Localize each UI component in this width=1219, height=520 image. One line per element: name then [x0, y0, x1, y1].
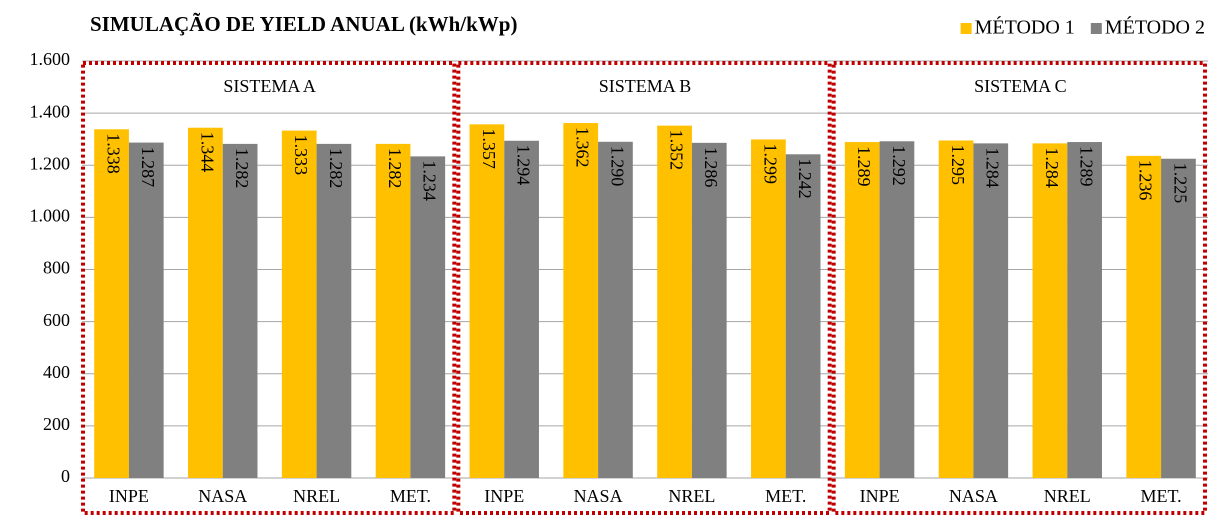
bar: [316, 143, 352, 478]
x-tick-label: INPE: [860, 486, 900, 506]
value-label: 1.286: [701, 147, 721, 188]
y-tick-label: 800: [43, 258, 70, 278]
bar: [879, 141, 915, 478]
group-box: [456, 61, 832, 515]
y-tick-label: 1.400: [30, 101, 71, 121]
bar: [598, 141, 633, 478]
bar: [1161, 158, 1196, 478]
legend-label: MÉTODO 2: [1105, 16, 1205, 39]
bar: [188, 127, 223, 478]
bar: [751, 139, 786, 478]
y-tick-label: 400: [43, 362, 70, 382]
y-tick-label: 1.600: [30, 49, 71, 69]
x-tick-label: NREL: [293, 486, 340, 506]
bar: [222, 143, 258, 478]
value-label: 1.284: [1042, 147, 1062, 188]
value-label: 1.290: [607, 146, 627, 187]
bar: [128, 142, 164, 478]
value-label: 1.234: [420, 160, 440, 201]
value-label: 1.242: [795, 158, 815, 199]
value-label: 1.282: [385, 148, 405, 189]
bar: [1126, 155, 1162, 478]
bar: [281, 130, 317, 479]
bar: [691, 142, 727, 478]
value-label: 1.338: [103, 133, 123, 174]
value-label: 1.236: [1136, 160, 1156, 201]
value-label: 1.287: [138, 147, 158, 188]
value-label: 1.357: [479, 128, 499, 169]
group-label: SISTEMA A: [223, 76, 316, 96]
y-tick-label: 0: [61, 466, 70, 486]
x-tick-label: MET.: [390, 486, 431, 506]
value-label: 1.289: [1076, 146, 1096, 187]
chart-title: SIMULAÇÃO DE YIELD ANUAL (kWh/kWp): [90, 12, 517, 36]
x-tick-label: NREL: [1044, 486, 1091, 506]
value-label: 1.284: [983, 147, 1003, 188]
value-label: 1.294: [513, 145, 533, 186]
bar: [1032, 143, 1068, 479]
bar: [563, 123, 599, 478]
bar: [973, 143, 1009, 479]
value-label: 1.352: [666, 130, 686, 171]
y-tick-label: 600: [43, 310, 70, 330]
x-tick-label: NASA: [198, 486, 247, 506]
value-label: 1.362: [573, 127, 593, 168]
legend-swatch: [960, 23, 972, 34]
bar: [1067, 142, 1102, 478]
value-label: 1.225: [1170, 163, 1190, 204]
y-tick-label: 1.000: [30, 206, 71, 226]
value-label: 1.282: [326, 148, 346, 189]
legend-label: MÉTODO 1: [975, 16, 1075, 39]
value-label: 1.289: [854, 146, 874, 187]
y-tick-label: 1.200: [30, 153, 71, 173]
x-tick-label: MET.: [765, 486, 806, 506]
y-tick-label: 200: [43, 414, 70, 434]
value-label: 1.333: [291, 135, 311, 176]
group-label: SISTEMA B: [599, 76, 692, 96]
bar: [844, 142, 880, 478]
x-tick-label: NASA: [949, 486, 998, 506]
bar: [785, 154, 821, 478]
bar: [469, 124, 505, 478]
value-label: 1.344: [197, 132, 217, 173]
x-tick-label: NASA: [574, 486, 623, 506]
bar: [938, 140, 974, 478]
x-tick-label: INPE: [109, 486, 149, 506]
x-tick-label: MET.: [1140, 486, 1181, 506]
value-label: 1.292: [889, 145, 909, 186]
bar: [657, 125, 692, 478]
x-tick-label: INPE: [484, 486, 524, 506]
bar: [94, 129, 129, 478]
bar: [375, 143, 411, 478]
value-label: 1.299: [760, 143, 780, 184]
group-label: SISTEMA C: [974, 76, 1067, 96]
x-tick-label: NREL: [668, 486, 715, 506]
value-label: 1.282: [232, 148, 252, 189]
bar: [410, 156, 446, 479]
group-box: [831, 61, 1208, 515]
legend-swatch: [1090, 23, 1102, 34]
value-label: 1.295: [948, 144, 968, 185]
group-box: [81, 61, 457, 515]
bar: [504, 140, 539, 478]
